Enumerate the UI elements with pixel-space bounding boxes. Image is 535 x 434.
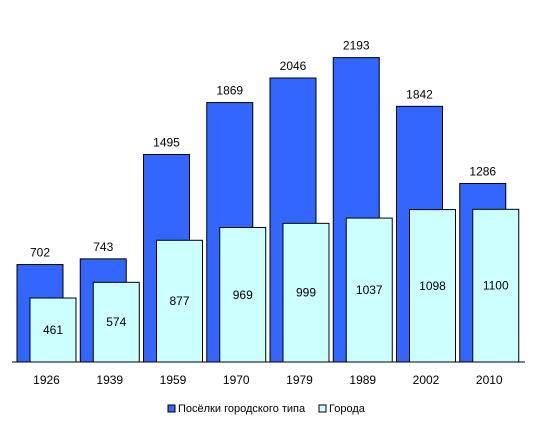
- bar-series2-1926: [29, 297, 77, 363]
- value-label-series1-2010: 1286: [469, 165, 496, 179]
- value-label-series1-1926: 702: [30, 246, 50, 260]
- legend-label-series2: Города: [329, 403, 366, 415]
- legend-swatch-series1: [167, 404, 176, 413]
- legend-swatch-series2: [318, 404, 327, 413]
- x-tick-label-1959: 1959: [160, 373, 187, 387]
- value-label-series1-1939: 743: [93, 240, 113, 254]
- value-label-series2-1989: 1037: [356, 283, 383, 297]
- x-tick-label-1970: 1970: [223, 373, 250, 387]
- value-label-series1-1979: 2046: [280, 59, 307, 73]
- x-tick-label-1979: 1979: [286, 373, 313, 387]
- value-label-series2-1926: 461: [43, 323, 63, 337]
- value-label-series2-1979: 999: [296, 286, 316, 300]
- bar-series2-1989: [345, 217, 393, 363]
- bar-series2-2002: [409, 209, 456, 363]
- x-tick-labels-layer: 1926 1939 1959 1970 1979 1989 2002 2010: [33, 373, 503, 387]
- x-tick-label-2002: 2002: [413, 373, 440, 387]
- value-label-series1-1989: 2193: [343, 39, 370, 53]
- legend-label-series1: Посёлки городского типа: [178, 403, 306, 415]
- value-label-series1-1959: 1495: [153, 135, 180, 149]
- value-label-series2-1939: 574: [106, 315, 126, 329]
- value-label-series2-2010: 1100: [483, 279, 509, 293]
- x-tick-label-1926: 1926: [33, 373, 60, 387]
- bars-layer: [16, 57, 520, 363]
- legend: Посёлки городского типа Города: [167, 403, 366, 415]
- value-label-series2-2002: 1098: [419, 279, 446, 293]
- value-labels-layer: 702 461 743 574 1495 877 1869 969 2046 999 2193 103…: [30, 39, 509, 337]
- value-label-series1-2002: 1842: [406, 87, 433, 101]
- bar-series2-1959: [156, 239, 203, 363]
- bar-series2-1979: [282, 222, 330, 363]
- value-label-series2-1959: 877: [169, 294, 189, 308]
- bar-series2-1970: [219, 227, 267, 363]
- bar-series2-2010: [472, 208, 520, 363]
- bar-series2-1939: [92, 281, 140, 363]
- value-label-series2-1970: 969: [233, 288, 253, 302]
- x-tick-label-1939: 1939: [96, 373, 123, 387]
- x-tick-label-2010: 2010: [476, 373, 503, 387]
- x-tick-label-1989: 1989: [349, 373, 376, 387]
- value-label-series1-1970: 1869: [216, 84, 243, 98]
